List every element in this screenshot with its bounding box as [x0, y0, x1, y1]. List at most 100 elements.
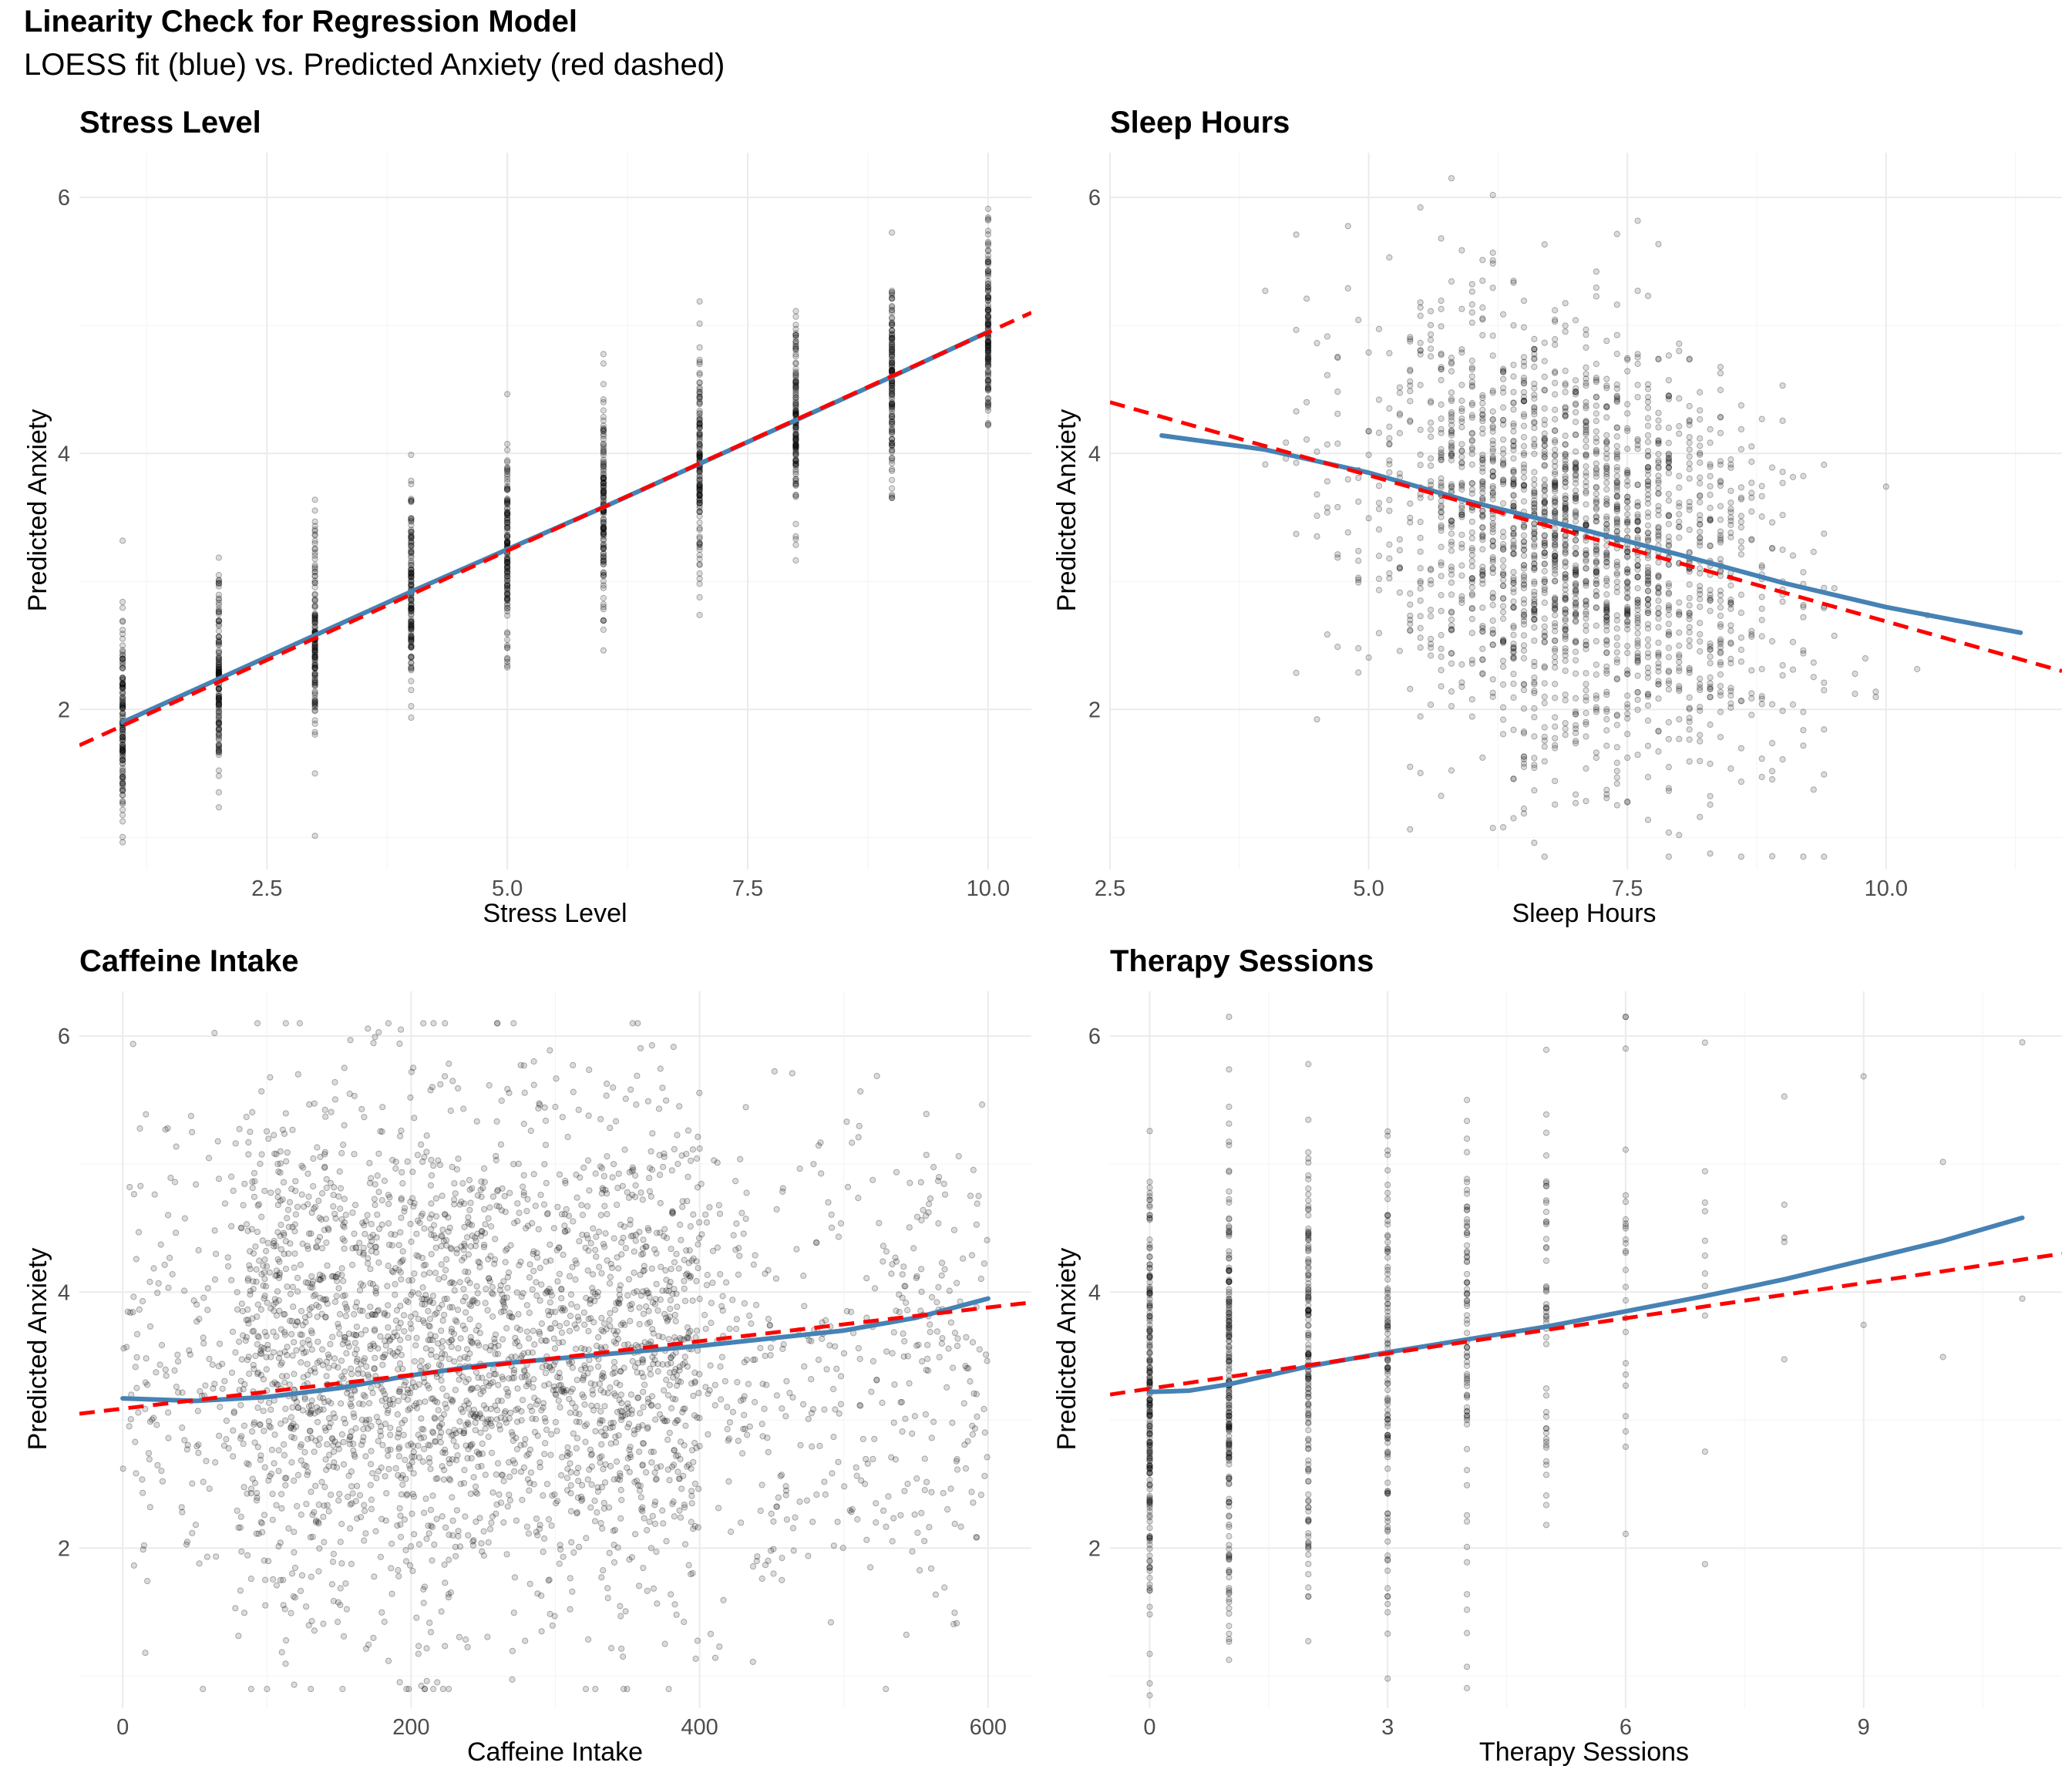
- data-point: [215, 742, 222, 748]
- data-point: [158, 1341, 166, 1349]
- data-point: [1583, 709, 1589, 717]
- data-point: [941, 1584, 948, 1591]
- data-point: [1655, 528, 1662, 535]
- data-point: [600, 449, 607, 456]
- data-point: [984, 419, 992, 427]
- data-point: [259, 1237, 266, 1244]
- data-point: [408, 633, 415, 641]
- data-point: [696, 452, 703, 459]
- data-point: [1428, 635, 1435, 643]
- data-point: [974, 1413, 980, 1420]
- data-point: [1500, 533, 1507, 540]
- data-point: [695, 1485, 702, 1492]
- data-point: [1676, 430, 1683, 437]
- data-point: [889, 440, 896, 447]
- data-point: [1500, 824, 1507, 831]
- data-point: [984, 345, 992, 352]
- data-point: [738, 1209, 745, 1216]
- data-point: [889, 356, 896, 363]
- data-point: [1468, 373, 1475, 380]
- data-point: [1500, 528, 1507, 536]
- data-point: [1500, 500, 1507, 507]
- data-point: [1520, 681, 1528, 688]
- data-point: [365, 1400, 373, 1407]
- data-point: [251, 1193, 257, 1200]
- data-point: [984, 306, 992, 314]
- data-point: [696, 493, 703, 500]
- data-point: [215, 627, 222, 634]
- data-point: [944, 1506, 951, 1513]
- data-point: [1468, 557, 1475, 565]
- data-point: [119, 676, 126, 683]
- data-point: [385, 1657, 392, 1664]
- data-point: [1552, 469, 1559, 476]
- data-point: [1769, 544, 1776, 552]
- data-point: [1655, 590, 1662, 597]
- data-point: [746, 1312, 753, 1319]
- data-point: [405, 1334, 412, 1341]
- data-point: [969, 1339, 977, 1346]
- data-point: [1500, 583, 1507, 590]
- data-point: [119, 679, 126, 687]
- data-point: [1603, 414, 1610, 421]
- data-point: [696, 358, 703, 365]
- data-point: [600, 536, 607, 543]
- data-point: [889, 485, 896, 492]
- data-point: [1613, 516, 1620, 524]
- data-point: [215, 718, 222, 725]
- data-point: [1489, 332, 1496, 339]
- data-point: [1468, 366, 1475, 373]
- data-point: [1479, 455, 1486, 462]
- data-point: [984, 339, 992, 346]
- data-point: [889, 378, 896, 386]
- data-point: [504, 568, 511, 576]
- data-point: [504, 602, 511, 609]
- data-point: [311, 612, 318, 619]
- data-point: [1717, 659, 1724, 666]
- data-point: [984, 294, 992, 301]
- data-point: [615, 1432, 622, 1439]
- data-point: [611, 1358, 618, 1366]
- data-point: [1510, 479, 1517, 487]
- data-point: [215, 666, 222, 674]
- data-point: [1676, 395, 1683, 402]
- data-point: [439, 1192, 446, 1199]
- data-point: [504, 520, 511, 526]
- data-point: [1697, 732, 1704, 738]
- data-point: [1686, 705, 1693, 711]
- data-point: [311, 620, 318, 627]
- data-point: [1500, 716, 1507, 723]
- data-point: [504, 485, 511, 492]
- data-point: [1448, 422, 1455, 429]
- data-point: [889, 335, 896, 343]
- data-point: [1727, 655, 1734, 663]
- data-point: [1541, 633, 1548, 641]
- data-point: [408, 618, 415, 625]
- data-point: [1665, 680, 1672, 687]
- data-point: [773, 1206, 780, 1213]
- data-point: [408, 498, 415, 505]
- data-point: [215, 743, 222, 750]
- data-point: [1758, 564, 1765, 571]
- data-point: [1438, 653, 1445, 661]
- data-point: [1438, 607, 1445, 614]
- data-point: [1717, 671, 1724, 678]
- data-point: [408, 616, 415, 623]
- data-point: [311, 683, 318, 690]
- data-point: [696, 535, 703, 542]
- data-point: [504, 515, 511, 522]
- data-point: [696, 594, 703, 601]
- data-point: [1644, 596, 1652, 603]
- data-point: [450, 1438, 457, 1445]
- data-point: [666, 1381, 673, 1389]
- data-point: [1572, 400, 1579, 407]
- data-point: [504, 656, 511, 663]
- data-point: [1697, 459, 1704, 466]
- data-point: [1593, 504, 1599, 511]
- data-point: [1552, 535, 1559, 542]
- data-point: [600, 523, 607, 530]
- data-point: [308, 1327, 314, 1334]
- data-point: [504, 516, 511, 523]
- data-point: [234, 1306, 241, 1313]
- data-point: [600, 489, 607, 496]
